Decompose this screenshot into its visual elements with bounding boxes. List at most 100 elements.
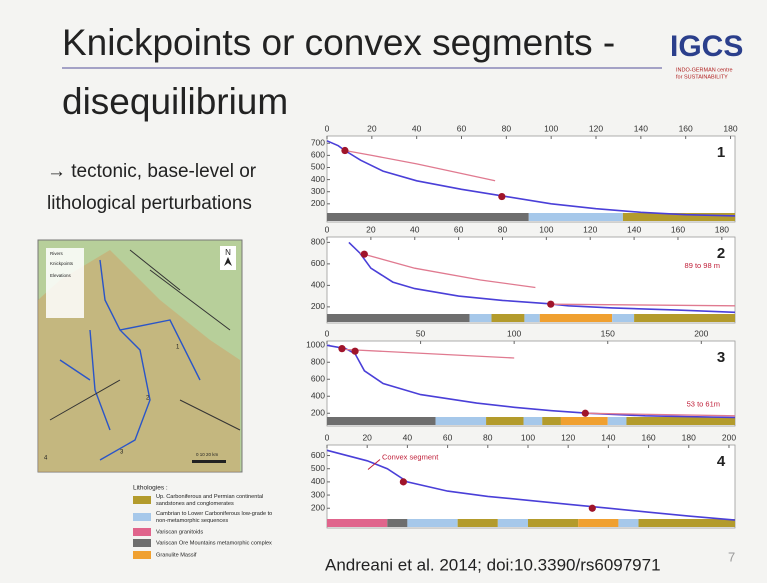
y-tick-label: 300	[311, 489, 325, 499]
x-tick-label: 0	[325, 432, 330, 442]
panel-label: 1	[717, 144, 725, 161]
lithology-segment	[387, 519, 407, 527]
x-tick-label: 180	[682, 432, 696, 442]
lithology-segment	[540, 314, 612, 322]
y-tick-label: 500	[311, 463, 325, 473]
lithology-segment	[492, 314, 525, 322]
legend-swatch	[133, 528, 151, 536]
x-tick-label: 20	[366, 224, 376, 234]
citation: Andreani et al. 2014; doi:10.3390/rs6097…	[325, 555, 661, 574]
lithology-segment	[542, 417, 561, 425]
lithology-segment	[639, 519, 735, 527]
knickpoint	[341, 147, 348, 154]
lithology-segment	[612, 314, 634, 322]
legend-text: Variscan Ore Mountains metamorphic compl…	[156, 540, 272, 546]
page-number: 7	[728, 549, 735, 564]
knickpoint	[547, 301, 554, 308]
lithology-segment	[470, 314, 492, 322]
legend-text: Granulite Massif	[156, 552, 197, 558]
x-tick-label: 160	[671, 224, 685, 234]
scale-bar	[192, 460, 226, 463]
map-legend: Rivers	[50, 251, 64, 256]
lithology-segment	[524, 417, 543, 425]
map-legend: Knickpoints	[50, 261, 74, 266]
y-tick-label: 200	[311, 502, 325, 512]
y-tick-label: 800	[311, 237, 325, 247]
x-tick-label: 20	[362, 432, 372, 442]
x-tick-label: 140	[627, 224, 641, 234]
annotation: Convex segment	[382, 452, 439, 461]
bullet: lithological perturbations	[47, 193, 252, 214]
y-tick-label: 1000	[306, 340, 325, 350]
x-tick-label: 150	[601, 328, 615, 338]
x-tick-label: 0	[325, 328, 330, 338]
lithology-segment	[529, 213, 623, 221]
logo-text: INDO-GERMAN centre	[676, 67, 733, 73]
lithology-segment	[561, 417, 608, 425]
plot-frame	[327, 136, 735, 222]
annotation: 53 to 61m	[687, 400, 720, 409]
x-tick-label: 140	[601, 432, 615, 442]
x-tick-label: 60	[454, 224, 464, 234]
slide: Knickpoints or convex segments - disequi…	[0, 0, 767, 583]
y-tick-label: 200	[311, 198, 325, 208]
lithology-segment	[626, 417, 735, 425]
x-tick-label: 40	[403, 432, 413, 442]
title: Knickpoints or convex segments -	[62, 22, 615, 63]
lithology-segment	[327, 417, 436, 425]
x-tick-label: 200	[722, 432, 736, 442]
x-tick-label: 100	[539, 224, 553, 234]
lithology-segment	[436, 417, 487, 425]
map-legend: Elevations	[50, 273, 72, 278]
plot-frame	[327, 341, 735, 426]
lithology-segment	[578, 519, 618, 527]
y-tick-label: 800	[311, 357, 325, 367]
legend-swatch	[133, 551, 151, 559]
x-tick-label: 40	[412, 123, 422, 133]
lithology-segment	[634, 314, 735, 322]
legend-swatch	[133, 539, 151, 547]
x-tick-label: 100	[507, 328, 521, 338]
knickpoint	[351, 348, 358, 355]
x-tick-label: 0	[325, 224, 330, 234]
x-tick-label: 40	[410, 224, 420, 234]
title: disequilibrium	[62, 81, 288, 122]
x-tick-label: 120	[583, 224, 597, 234]
legend-text: Variscan granitoids	[156, 529, 203, 535]
x-tick-label: 200	[694, 328, 708, 338]
map-legend-box	[46, 248, 84, 318]
x-tick-label: 120	[561, 432, 575, 442]
y-tick-label: 200	[311, 408, 325, 418]
y-tick-label: 700	[311, 138, 325, 148]
legend-title: Lithologies :	[133, 485, 168, 492]
lithology-segment	[407, 519, 457, 527]
logo-text: for SUSTAINABILITY	[676, 74, 728, 80]
y-tick-label: 600	[311, 374, 325, 384]
annotation: 89 to 98 m	[685, 261, 720, 270]
knickpoint	[589, 505, 596, 512]
lithology-segment	[618, 519, 638, 527]
legend-swatch	[133, 496, 151, 504]
y-tick-label: 400	[311, 476, 325, 486]
x-tick-label: 0	[325, 123, 330, 133]
north: N	[225, 248, 231, 257]
lithology-segment	[498, 519, 528, 527]
x-tick-label: 100	[544, 123, 558, 133]
x-tick-label: 80	[498, 224, 508, 234]
x-tick-label: 50	[416, 328, 426, 338]
y-tick-label: 300	[311, 186, 325, 196]
x-tick-label: 140	[634, 123, 648, 133]
x-tick-label: 20	[367, 123, 377, 133]
x-tick-label: 160	[679, 123, 693, 133]
y-tick-label: 600	[311, 450, 325, 460]
y-tick-label: 400	[311, 391, 325, 401]
knickpoint	[498, 193, 505, 200]
y-tick-label: 600	[311, 150, 325, 160]
lithology-segment	[327, 213, 529, 221]
lithology-segment	[608, 417, 627, 425]
x-tick-label: 60	[443, 432, 453, 442]
lithology-segment	[486, 417, 523, 425]
knickpoint	[338, 345, 345, 352]
